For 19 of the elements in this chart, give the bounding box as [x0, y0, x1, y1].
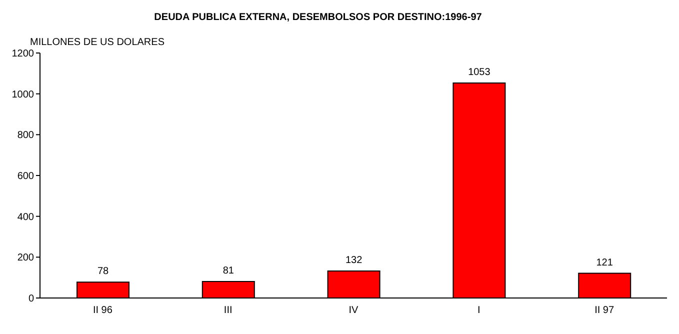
data-label: 132 — [345, 255, 363, 266]
data-label: 81 — [222, 265, 234, 276]
data-label: 78 — [97, 266, 109, 278]
x-tick-label: I — [478, 305, 480, 316]
y-axis-title: MILLONES DE US DOLARES — [30, 37, 164, 48]
y-tick-label: 1000 — [12, 89, 34, 100]
x-tick-label: III — [224, 305, 232, 316]
data-label: 1053 — [468, 67, 491, 78]
y-tick-label: 800 — [17, 130, 34, 142]
x-tick-label: II 97 — [594, 305, 614, 316]
y-tick-label: 0 — [28, 294, 34, 305]
chart-title: DEUDA PUBLICA EXTERNA, DESEMBOLSOS POR DESTINO:1996-97 — [153, 12, 483, 23]
x-tick-label: IV — [348, 305, 359, 316]
y-tick-label: 1200 — [12, 48, 34, 60]
y-tick-label: 400 — [17, 212, 34, 223]
y-tick-label: 600 — [17, 171, 34, 182]
data-label: 121 — [596, 257, 614, 268]
y-tick-label: 200 — [17, 252, 34, 264]
x-tick-label: II 96 — [92, 305, 113, 316]
